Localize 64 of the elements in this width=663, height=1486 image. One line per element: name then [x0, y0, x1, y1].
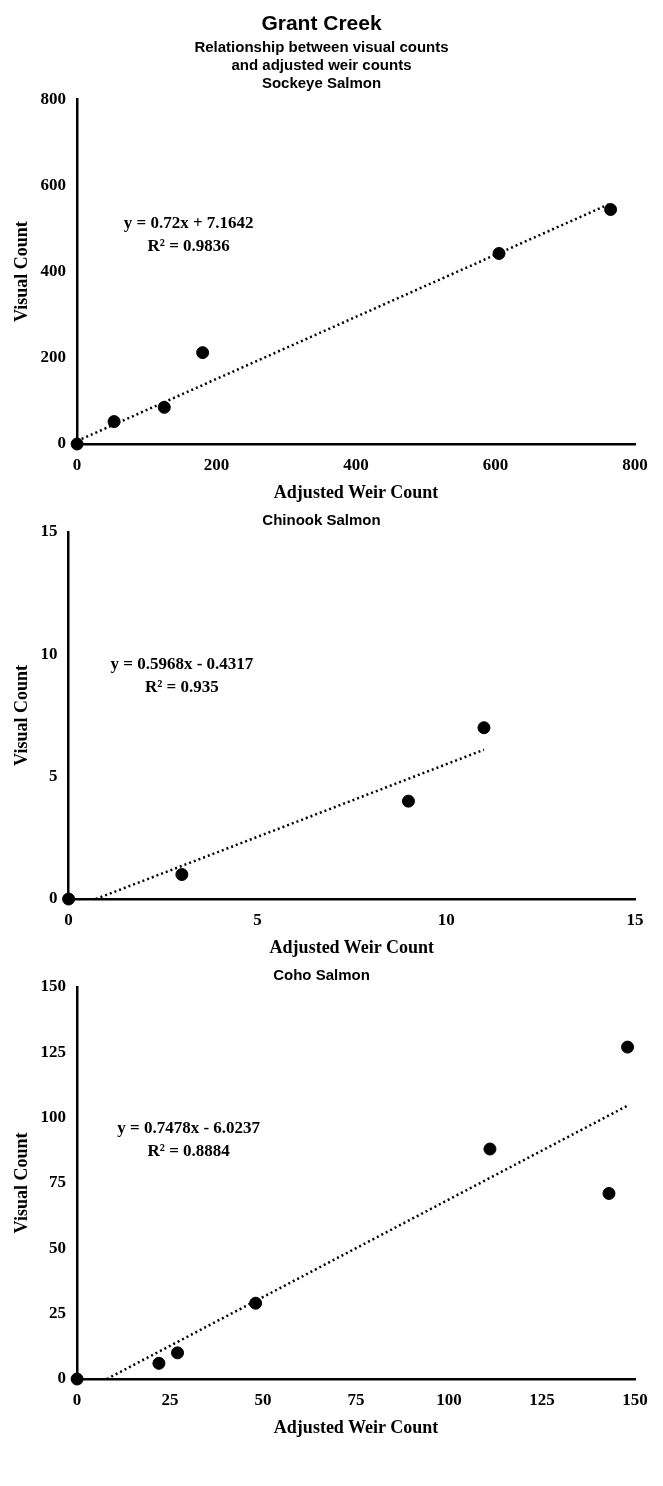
chart-title: Coho Salmon [273, 966, 370, 984]
chart-subtitle: Relationship between visual counts and adjusted weir counts Sockeye Salmon [194, 38, 449, 92]
x-tick-label: 10 [437, 909, 455, 929]
x-axis-title: Adjusted Weir Count [273, 1416, 439, 1437]
annotation: R² = 0.935 [144, 676, 219, 696]
y-tick-label: 25 [49, 1303, 67, 1323]
x-tick-label: 5 [253, 909, 262, 929]
x-tick-label: 800 [622, 454, 648, 474]
chart-title: Grant Creek [261, 11, 382, 35]
x-tick-label: 15 [626, 909, 644, 929]
y-tick-label: 600 [40, 174, 67, 194]
x-tick-label: 150 [622, 1389, 648, 1409]
annotation: R² = 0.9836 [147, 235, 230, 255]
point [196, 346, 210, 360]
point [249, 1296, 263, 1310]
x-tick-label: 200 [203, 454, 230, 474]
y-tick-label: 75 [49, 1172, 67, 1192]
x-tick-label: 25 [161, 1389, 179, 1409]
y-tick-label: 125 [40, 1041, 67, 1061]
point [70, 437, 84, 451]
x-tick-label: 125 [529, 1389, 555, 1409]
annotation: y = 0.72x + 7.1642 [123, 212, 254, 232]
x-axis-title: Adjusted Weir Count [273, 481, 439, 502]
y-tick-label: 15 [40, 521, 58, 541]
annotation: R² = 0.8884 [147, 1140, 231, 1160]
point [401, 794, 415, 808]
point [602, 1186, 616, 1200]
y-axis-title: Visual Count [11, 1132, 32, 1234]
x-tick-label: 400 [343, 454, 369, 474]
y-axis-title: Visual Count [11, 221, 32, 323]
y-tick-label: 150 [40, 976, 67, 996]
x-tick-label: 0 [72, 1389, 82, 1409]
y-tick-label: 5 [49, 766, 58, 786]
chart-title: Chinook Salmon [262, 511, 381, 529]
y-tick-label: 400 [40, 260, 67, 280]
annotation: y = 0.5968x - 0.4317 [110, 653, 254, 673]
y-tick-label: 50 [49, 1237, 67, 1257]
x-tick-label: 100 [436, 1389, 462, 1409]
point [175, 868, 189, 882]
point [157, 400, 171, 414]
x-tick-label: 75 [347, 1389, 365, 1409]
x-axis-title: Adjusted Weir Count [269, 936, 434, 957]
point [492, 247, 506, 260]
x-tick-label: 50 [254, 1389, 272, 1409]
y-tick-label: 0 [57, 433, 67, 453]
point [483, 1142, 497, 1156]
y-tick-label: 200 [40, 347, 67, 367]
point [604, 203, 618, 217]
x-tick-label: 600 [482, 454, 509, 474]
point [62, 892, 76, 906]
point [477, 721, 491, 735]
point [70, 1372, 84, 1386]
y-tick-label: 0 [57, 1368, 67, 1388]
annotation: y = 0.7478x - 6.0237 [117, 1117, 261, 1137]
point [152, 1356, 166, 1370]
y-tick-label: 800 [40, 88, 67, 108]
y-axis-title: Visual Count [11, 665, 32, 766]
point [621, 1040, 635, 1054]
point [107, 415, 121, 429]
point [171, 1346, 185, 1360]
y-tick-label: 100 [40, 1107, 67, 1127]
y-tick-label: 10 [40, 643, 58, 663]
y-tick-label: 0 [49, 888, 58, 908]
x-tick-label: 0 [72, 454, 82, 474]
